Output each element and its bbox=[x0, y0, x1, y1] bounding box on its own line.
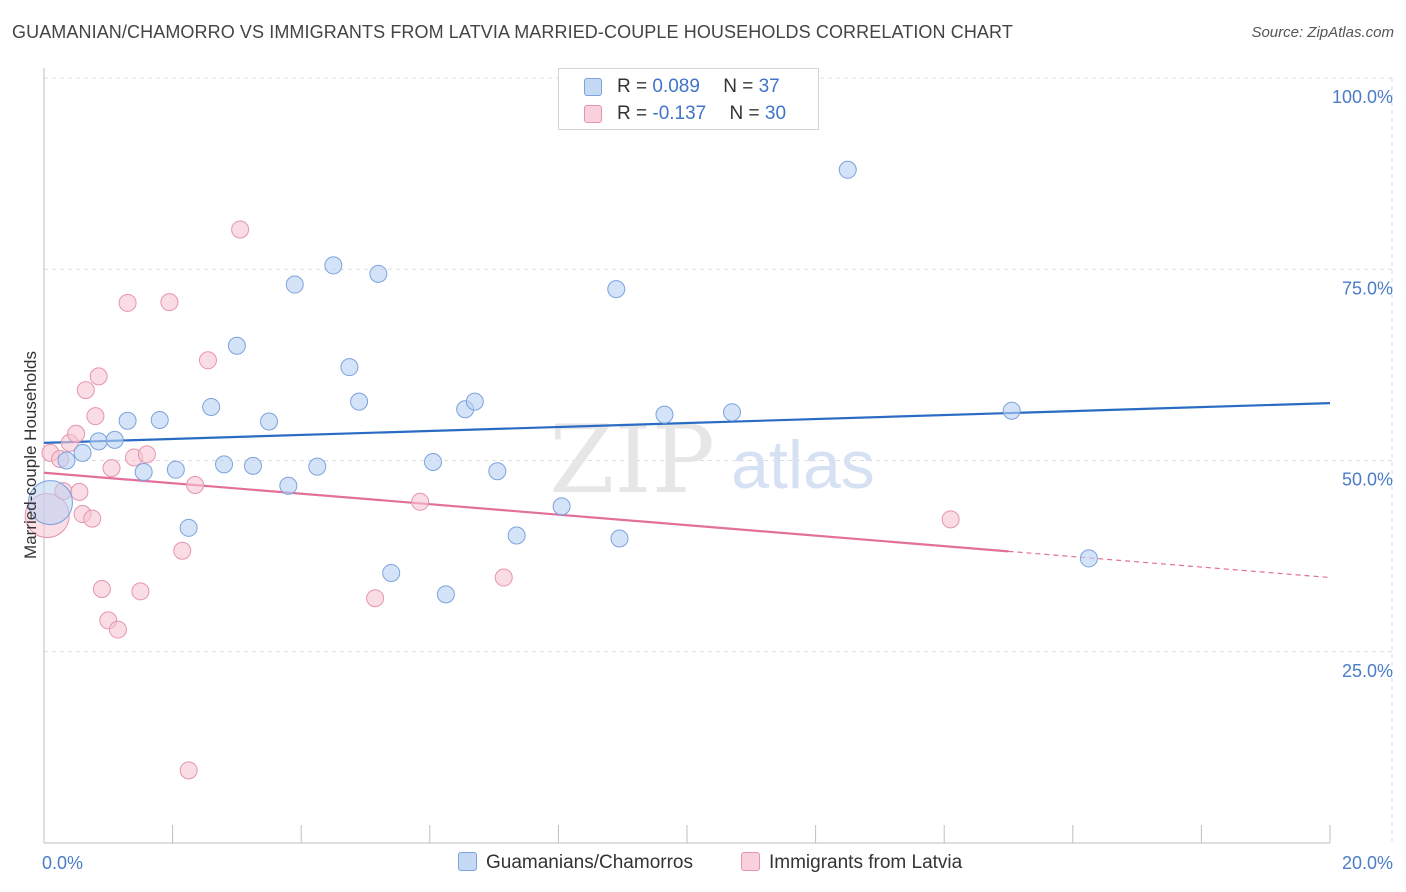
point-latvia[interactable] bbox=[173, 541, 192, 560]
legend-n-label: N = bbox=[723, 76, 759, 97]
watermark-atlas: atlas bbox=[731, 427, 875, 503]
point-guamanian[interactable] bbox=[27, 480, 73, 526]
bottom-legend-swatch-blue bbox=[458, 852, 477, 871]
point-latvia[interactable] bbox=[76, 381, 95, 400]
point-guamanian[interactable] bbox=[340, 358, 359, 377]
bottom-legend-label: Immigrants from Latvia bbox=[769, 852, 963, 873]
x-tick-label-min: 0.0% bbox=[42, 853, 83, 873]
chart-title: GUAMANIAN/CHAMORRO VS IMMIGRANTS FROM LA… bbox=[12, 22, 1013, 42]
point-guamanian[interactable] bbox=[118, 411, 137, 430]
point-guamanian[interactable] bbox=[308, 457, 327, 476]
legend-row-guamanians: R = 0.089 N = 37 bbox=[584, 76, 780, 98]
point-guamanian[interactable] bbox=[723, 403, 742, 422]
point-latvia[interactable] bbox=[89, 367, 108, 386]
legend-r-value: -0.137 bbox=[652, 103, 707, 124]
point-guamanian[interactable] bbox=[166, 460, 185, 479]
point-latvia[interactable] bbox=[941, 510, 960, 529]
watermark: ZIP atlas bbox=[549, 406, 875, 515]
point-latvia[interactable] bbox=[131, 582, 150, 601]
point-guamanian[interactable] bbox=[369, 264, 388, 283]
y-tick-label: 100.0% bbox=[1332, 87, 1393, 107]
point-guamanian[interactable] bbox=[285, 275, 304, 294]
bottom-legend-label: Guamanians/Chamorros bbox=[486, 852, 693, 873]
trend-line-guamanian bbox=[43, 402, 1331, 445]
data-points bbox=[24, 160, 1098, 780]
point-latvia[interactable] bbox=[92, 580, 111, 599]
legend-n-label: N = bbox=[729, 103, 765, 124]
point-guamanian[interactable] bbox=[655, 405, 674, 424]
point-guamanian[interactable] bbox=[382, 563, 401, 582]
point-guamanian[interactable] bbox=[607, 280, 626, 299]
point-latvia[interactable] bbox=[494, 568, 513, 587]
point-guamanian[interactable] bbox=[179, 518, 198, 537]
point-latvia[interactable] bbox=[86, 407, 105, 426]
legend-r-value: 0.089 bbox=[652, 76, 700, 97]
legend-r-label: R = bbox=[617, 76, 653, 97]
point-latvia[interactable] bbox=[179, 761, 198, 780]
point-latvia[interactable] bbox=[108, 620, 127, 639]
source-label: Source: ZipAtlas.com bbox=[1251, 24, 1394, 41]
point-guamanian[interactable] bbox=[73, 443, 92, 462]
point-guamanian[interactable] bbox=[488, 462, 507, 481]
point-guamanian[interactable] bbox=[260, 412, 279, 431]
point-latvia[interactable] bbox=[160, 293, 179, 312]
point-guamanian[interactable] bbox=[279, 476, 298, 495]
point-latvia[interactable] bbox=[186, 475, 205, 494]
point-guamanian[interactable] bbox=[324, 256, 343, 275]
point-guamanian[interactable] bbox=[227, 336, 246, 355]
point-latvia[interactable] bbox=[67, 424, 86, 443]
point-latvia[interactable] bbox=[70, 482, 89, 501]
y-tick-label: 50.0% bbox=[1342, 470, 1393, 490]
point-latvia[interactable] bbox=[102, 459, 121, 478]
y-tick-label: 25.0% bbox=[1342, 661, 1393, 681]
legend-r-label: R = bbox=[617, 103, 653, 124]
point-guamanian[interactable] bbox=[243, 456, 262, 475]
point-guamanian[interactable] bbox=[552, 497, 571, 516]
y-tick-label: 75.0% bbox=[1342, 278, 1393, 298]
point-latvia[interactable] bbox=[198, 351, 217, 370]
trend-line-latvia bbox=[43, 471, 1009, 553]
bottom-legend-guamanians[interactable]: Guamanians/Chamorros bbox=[458, 852, 693, 874]
legend-row-latvia: R = -0.137 N = 30 bbox=[584, 103, 787, 125]
point-latvia[interactable] bbox=[231, 220, 250, 239]
point-latvia[interactable] bbox=[411, 492, 430, 511]
point-guamanian[interactable] bbox=[57, 451, 76, 470]
point-guamanian[interactable] bbox=[134, 462, 153, 481]
trend-line-extension-latvia bbox=[1008, 550, 1331, 579]
legend-n-value: 30 bbox=[764, 103, 787, 124]
point-guamanian[interactable] bbox=[89, 432, 108, 451]
tick-labels: 25.0% 50.0% 75.0% 100.0% 0.0% 20.0% bbox=[42, 87, 1393, 873]
point-guamanian[interactable] bbox=[1079, 549, 1098, 568]
legend-swatch-blue bbox=[584, 78, 602, 96]
x-tick-label-max: 20.0% bbox=[1342, 853, 1393, 873]
point-guamanian[interactable] bbox=[838, 160, 857, 179]
trend-lines bbox=[43, 402, 1331, 579]
point-guamanian[interactable] bbox=[105, 430, 124, 449]
legend-swatch-pink bbox=[584, 105, 602, 123]
point-guamanian[interactable] bbox=[202, 397, 221, 416]
point-guamanian[interactable] bbox=[150, 410, 169, 429]
point-latvia[interactable] bbox=[118, 293, 137, 312]
bottom-legend-latvia[interactable]: Immigrants from Latvia bbox=[741, 852, 962, 874]
legend-n-value: 37 bbox=[758, 76, 780, 97]
point-guamanian[interactable] bbox=[436, 585, 455, 604]
point-guamanian[interactable] bbox=[424, 453, 443, 472]
point-latvia[interactable] bbox=[137, 445, 156, 464]
point-latvia[interactable] bbox=[83, 509, 102, 528]
y-axis-label: Married-couple Households bbox=[21, 351, 40, 559]
point-guamanian[interactable] bbox=[507, 526, 526, 545]
bottom-legend-swatch-pink bbox=[741, 852, 760, 871]
point-guamanian[interactable] bbox=[350, 392, 369, 411]
point-guamanian[interactable] bbox=[215, 455, 234, 474]
point-guamanian[interactable] bbox=[465, 392, 484, 411]
stats-legend: R = 0.089 N = 37 R = -0.137 N = 30 bbox=[558, 68, 819, 130]
point-guamanian[interactable] bbox=[1002, 401, 1021, 420]
point-latvia[interactable] bbox=[366, 589, 385, 608]
point-guamanian[interactable] bbox=[610, 529, 629, 548]
